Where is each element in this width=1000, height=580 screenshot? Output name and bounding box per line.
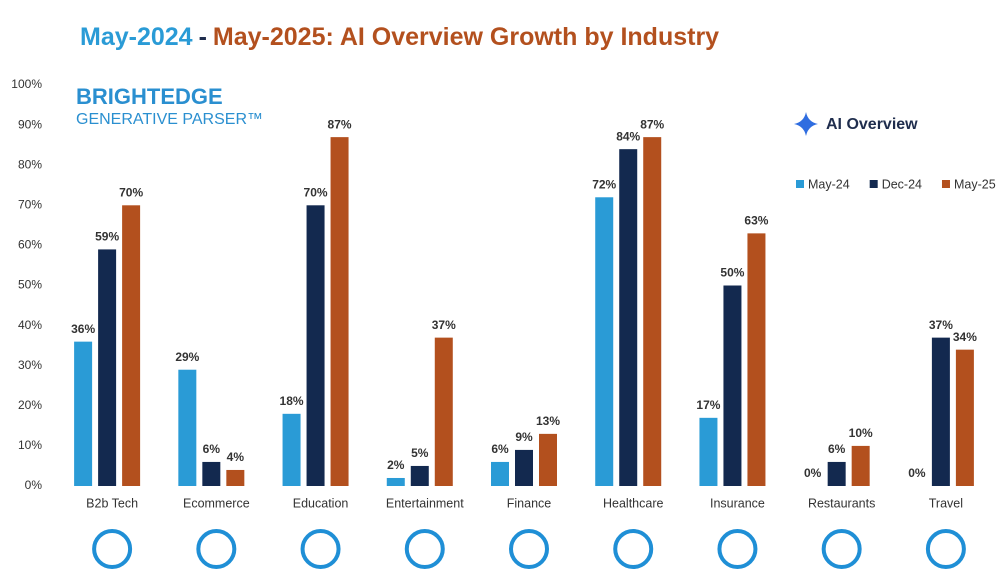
badge-star	[794, 112, 818, 136]
bar	[98, 249, 117, 486]
y-tick-label: 40%	[18, 318, 42, 332]
bar	[330, 137, 349, 486]
bar	[699, 417, 718, 486]
title-part: -	[199, 23, 207, 51]
value-label: 0%	[908, 466, 926, 480]
bar	[619, 149, 638, 486]
bar	[827, 461, 846, 486]
x-tick-label: Insurance	[710, 496, 765, 510]
logo-product: GENERATIVE PARSER™	[76, 111, 263, 128]
value-label: 36%	[71, 322, 95, 336]
badge-label: AI Overview	[826, 116, 918, 133]
bar	[178, 369, 197, 486]
bar	[122, 205, 141, 487]
category-icon	[821, 529, 862, 569]
x-tick-label: Education	[293, 496, 349, 510]
value-label: 87%	[640, 117, 664, 131]
bar	[410, 465, 429, 486]
y-tick-label: 60%	[18, 238, 42, 252]
y-tick-label: 30%	[18, 358, 42, 372]
category-icon	[925, 529, 966, 569]
bar	[386, 477, 405, 486]
value-label: 84%	[616, 129, 640, 143]
value-label: 50%	[720, 266, 744, 280]
bar	[931, 337, 950, 486]
y-tick-label: 20%	[18, 398, 42, 412]
bar	[434, 337, 453, 486]
value-label: 72%	[592, 177, 616, 191]
bar	[595, 197, 614, 486]
value-label: 29%	[175, 350, 199, 364]
bar	[723, 285, 742, 486]
bar	[539, 433, 557, 486]
value-label: 4%	[227, 450, 245, 464]
x-tick-label: Travel	[929, 496, 963, 510]
bar	[202, 461, 221, 486]
x-tick-label: B2b Tech	[86, 496, 138, 510]
y-tick-label: 90%	[18, 117, 42, 131]
bar	[226, 469, 245, 486]
value-label: 6%	[491, 442, 509, 456]
x-tick-label: Finance	[507, 496, 552, 510]
bar	[851, 445, 870, 486]
chart-title: May-2024- May-2025: AI Overview Growth by…	[80, 23, 719, 51]
x-tick-label: Ecommerce	[183, 496, 250, 510]
bar	[955, 349, 974, 486]
category-icon	[196, 529, 237, 569]
bar	[643, 137, 662, 486]
legend-label: Dec-24	[882, 177, 922, 191]
value-label: 34%	[953, 330, 977, 344]
value-label: 6%	[203, 442, 221, 456]
x-tick-label: Restaurants	[808, 496, 875, 510]
category-icon	[300, 529, 341, 569]
value-label: 13%	[536, 414, 560, 428]
category-icon	[509, 529, 549, 569]
value-label: 18%	[280, 394, 304, 408]
value-label: 87%	[328, 117, 352, 131]
logo-name: BRIGHTEDGE	[76, 84, 223, 109]
bar	[747, 233, 766, 486]
y-tick-label: 0%	[25, 478, 43, 492]
value-label: 70%	[304, 185, 328, 199]
y-tick-label: 80%	[18, 157, 42, 171]
x-tick-label: Healthcare	[603, 496, 663, 510]
bar	[306, 205, 325, 487]
bar	[74, 341, 93, 486]
y-tick-label: 10%	[18, 438, 42, 452]
value-label: 5%	[411, 446, 429, 460]
value-label: 17%	[696, 398, 720, 412]
bar	[282, 413, 301, 486]
bar	[515, 449, 533, 486]
category-icon	[613, 529, 654, 569]
value-label: 9%	[515, 430, 533, 444]
value-label: 37%	[929, 318, 953, 332]
y-tick-label: 100%	[11, 77, 42, 91]
y-tick-label: 50%	[18, 278, 42, 292]
value-label: 2%	[387, 458, 405, 472]
category-icon	[92, 529, 133, 569]
legend-swatch	[869, 180, 878, 188]
legend-swatch	[941, 180, 950, 188]
title-part: May-2024	[80, 23, 193, 51]
value-label: 59%	[95, 230, 119, 244]
value-label: 37%	[432, 318, 456, 332]
legend-swatch	[796, 180, 804, 188]
category-icon	[404, 529, 445, 569]
category-icon	[717, 529, 758, 569]
value-label: 0%	[804, 466, 822, 480]
value-label: 10%	[849, 426, 873, 440]
y-tick-label: 70%	[18, 197, 42, 211]
title-part: May-2025: AI Overview Growth by Industry	[213, 23, 719, 51]
legend-label: May-24	[808, 177, 850, 191]
value-label: 70%	[119, 185, 143, 199]
bar	[491, 461, 509, 486]
value-label: 6%	[828, 442, 846, 456]
value-label: 63%	[744, 214, 768, 228]
x-tick-label: Entertainment	[386, 496, 464, 510]
legend-label: May-25	[954, 177, 996, 191]
